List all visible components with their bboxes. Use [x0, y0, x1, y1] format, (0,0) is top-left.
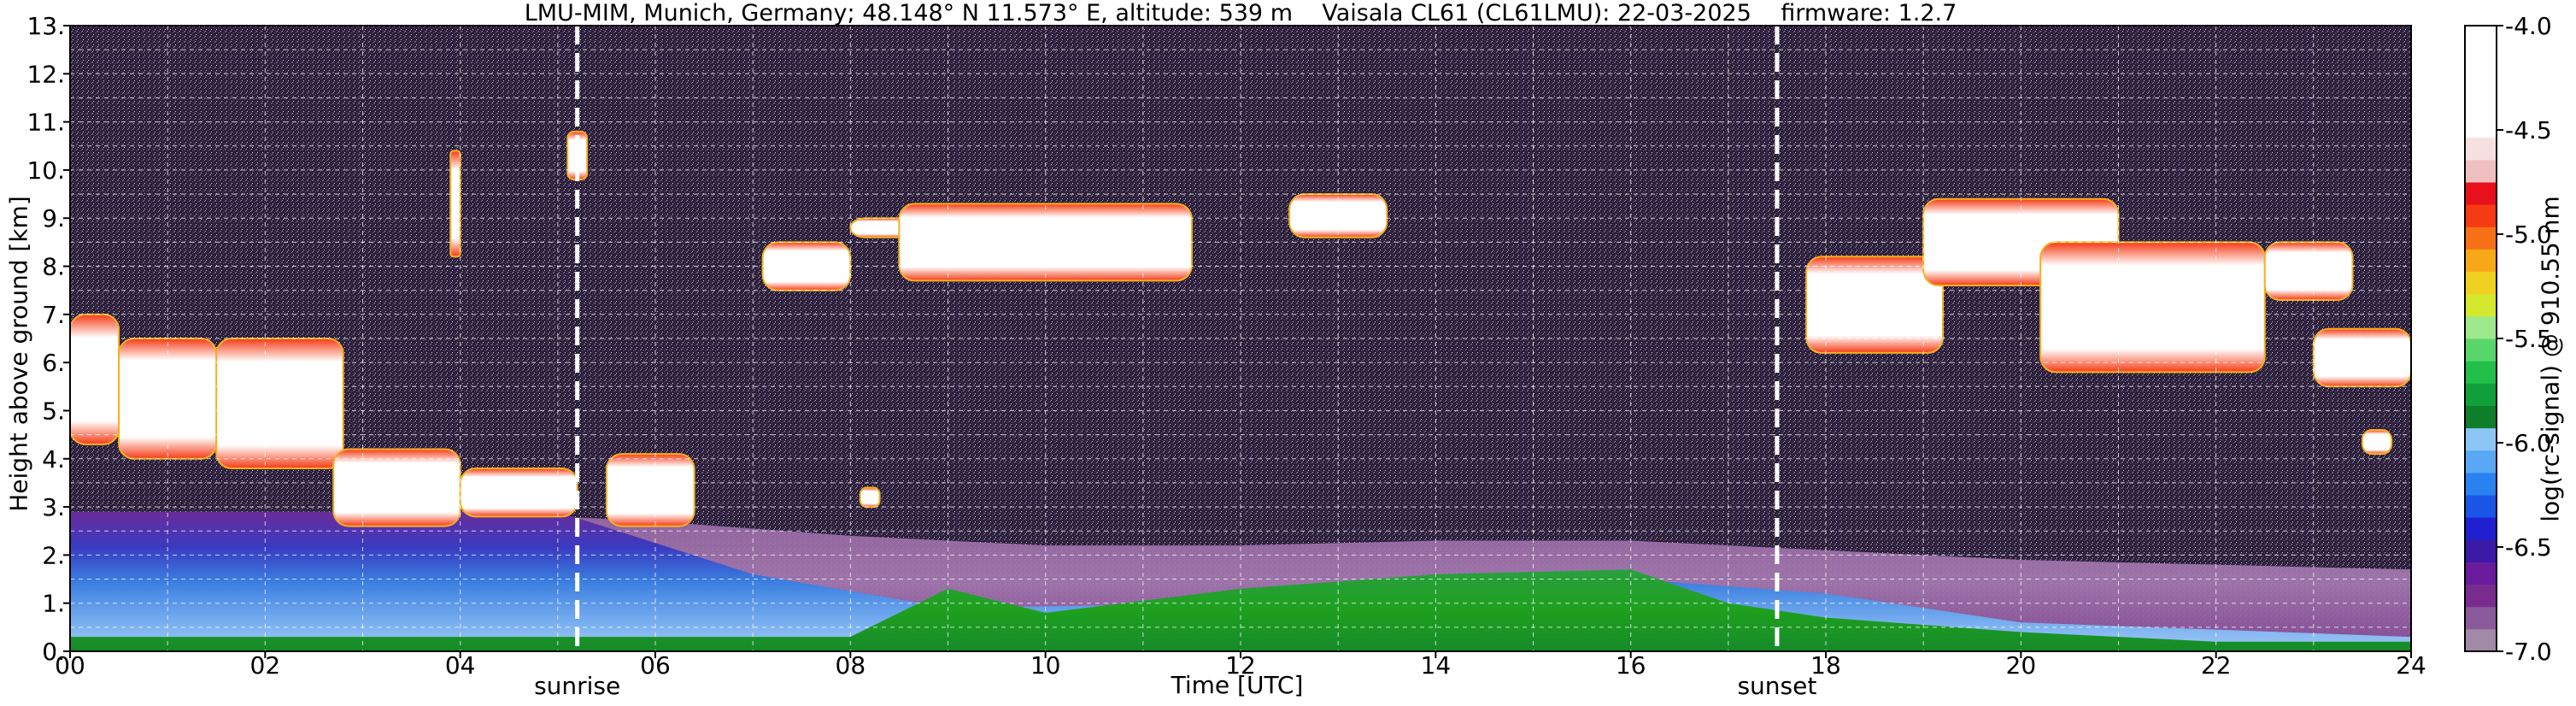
cloud-region: [215, 338, 344, 470]
colorbar-tick-label: -5.5: [2505, 325, 2552, 353]
colorbar-tick-label: -6.5: [2505, 533, 2552, 562]
x-tick-label: 08: [836, 651, 866, 680]
x-tick-label: 22: [2201, 651, 2232, 680]
cloud-region: [332, 448, 461, 527]
y-tick-label: 7.: [42, 301, 65, 329]
y-tick-label: 11.: [26, 109, 65, 137]
cloud-region: [2039, 241, 2266, 374]
y-tick-label: 13.: [26, 12, 65, 40]
colorbar-segment: [2465, 293, 2497, 317]
x-tick-label: 14: [1421, 651, 1452, 680]
sunset-label: sunset: [1737, 672, 1816, 700]
y-tick-label: 1.: [42, 590, 65, 618]
colorbar-segment: [2465, 472, 2497, 496]
x-tick-label: 06: [640, 651, 671, 680]
colorbar-segment: [2465, 48, 2497, 71]
cloud-region: [2263, 241, 2354, 301]
cloud-region: [2361, 428, 2393, 456]
colorbar-segment: [2465, 495, 2497, 518]
x-tick-label: 24: [2396, 651, 2426, 680]
y-tick-label: 10.: [26, 156, 65, 185]
colorbar-segment: [2465, 562, 2497, 585]
colorbar-segment: [2465, 26, 2497, 49]
y-tick-label: 5.: [42, 397, 65, 425]
colorbar-segment: [2465, 92, 2497, 116]
colorbar-segment: [2465, 338, 2497, 362]
colorbar-segment: [2465, 584, 2497, 608]
colorbar-segment: [2465, 427, 2497, 451]
colorbar-tick-label: -5.0: [2505, 221, 2552, 249]
cloud-region: [859, 486, 881, 509]
colorbar-segment: [2465, 159, 2497, 183]
colorbar-segment: [2465, 115, 2497, 138]
colorbar-segment: [2465, 450, 2497, 474]
colorbar-segment: [2465, 405, 2497, 429]
x-tick-label: 02: [250, 651, 281, 680]
colorbar-segment: [2465, 383, 2497, 406]
x-tick-label: 04: [445, 651, 476, 680]
x-tick-label: 10: [1030, 651, 1061, 680]
colorbar-segment: [2465, 628, 2497, 652]
colorbar-tick-label: -7.0: [2505, 638, 2552, 666]
colorbar-segment: [2465, 182, 2497, 205]
colorbar-segment: [2465, 361, 2497, 384]
colorbar-tick-label: -6.0: [2505, 429, 2552, 457]
x-tick-label: 12: [1225, 651, 1256, 680]
colorbar-segment: [2465, 137, 2497, 161]
y-tick-label: 12.: [26, 60, 65, 88]
cloud-region: [118, 338, 218, 460]
x-tick-label: 16: [1616, 651, 1646, 680]
colorbar-segment: [2465, 204, 2497, 227]
colorbar-segment: [2465, 227, 2497, 250]
colorbar-segment: [2465, 517, 2497, 540]
colorbar-tick-label: -4.0: [2505, 12, 2552, 40]
colorbar-segment: [2465, 271, 2497, 295]
sunrise-label: sunrise: [534, 672, 620, 700]
cloud-region: [1805, 256, 1945, 354]
colorbar-segment: [2465, 70, 2497, 93]
x-tick-label: 18: [1810, 651, 1841, 680]
x-axis-label: Time [UTC]: [1171, 671, 1304, 699]
y-tick-label: 8.: [42, 253, 65, 281]
x-tick-label: 00: [55, 651, 85, 680]
y-tick-label: 2.: [42, 541, 65, 569]
x-tick-label: 20: [2006, 651, 2037, 680]
colorbar-segment: [2465, 606, 2497, 630]
y-tick-label: 4.: [42, 445, 65, 474]
cloud-region: [69, 313, 120, 445]
cloud-region: [459, 468, 578, 518]
y-tick-label: 6.: [42, 349, 65, 377]
colorbar-segment: [2465, 539, 2497, 562]
chart-title: LMU-MIM, Munich, Germany; 48.148° N 11.5…: [524, 0, 1957, 26]
cloud-region: [605, 453, 695, 527]
y-tick-label: 3.: [42, 493, 65, 521]
y-tick-label: 9.: [42, 204, 65, 232]
colorbar-segment: [2465, 315, 2497, 339]
y-tick-label: 0.: [42, 638, 65, 666]
colorbar-segment: [2465, 249, 2497, 273]
cloud-region: [2312, 327, 2412, 388]
cloud-region: [449, 150, 461, 258]
colorbar-tick-label: -4.5: [2505, 116, 2552, 144]
